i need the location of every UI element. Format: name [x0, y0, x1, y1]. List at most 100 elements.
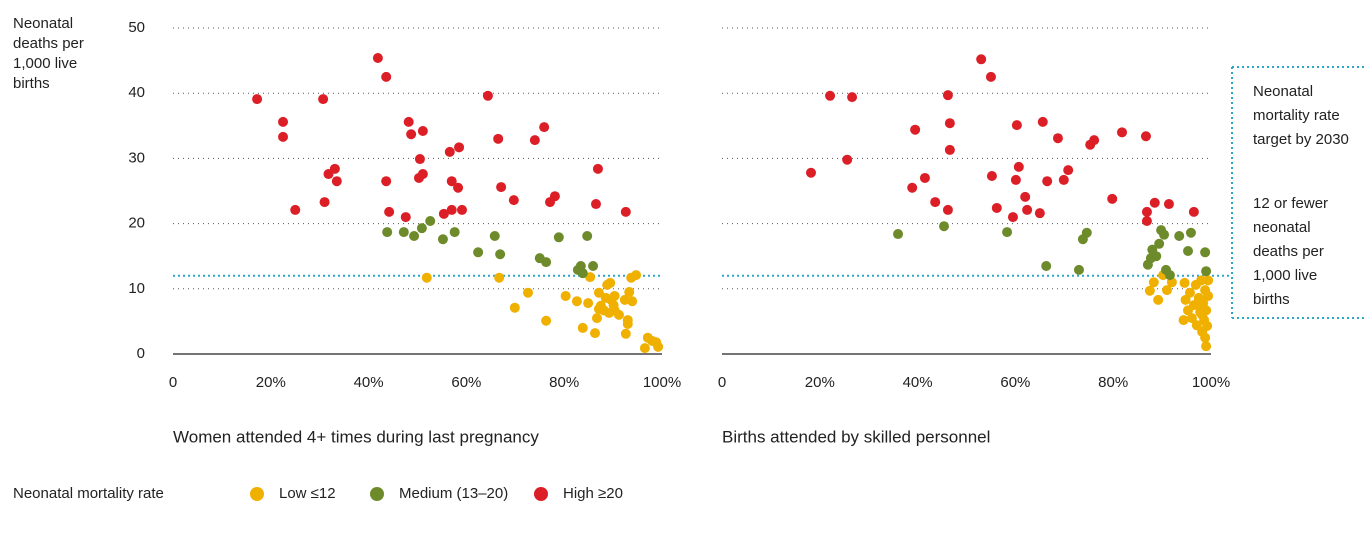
x-tick-label: 100%: [643, 374, 681, 391]
data-point: [609, 305, 620, 316]
legend-swatch: [250, 487, 264, 501]
data-point: [381, 71, 392, 82]
data-point: [539, 122, 550, 133]
y-tick-label: 50: [128, 19, 145, 36]
data-point: [541, 257, 552, 268]
data-point: [939, 221, 950, 232]
data-point: [252, 94, 263, 105]
y-tick-label: 30: [128, 149, 145, 166]
data-point: [409, 230, 420, 241]
x-tick-label: 20%: [256, 374, 286, 391]
data-point: [620, 206, 631, 217]
data-point: [523, 287, 534, 298]
data-point: [493, 133, 504, 144]
data-point: [1073, 264, 1084, 275]
data-point: [331, 176, 342, 187]
data-point: [1154, 238, 1165, 249]
data-point: [942, 90, 953, 101]
data-point: [585, 272, 596, 283]
data-point: [1200, 332, 1211, 343]
data-point: [583, 298, 594, 309]
data-point: [1178, 315, 1189, 326]
data-point: [1063, 165, 1074, 176]
legend-label: Medium (13–20): [399, 485, 508, 502]
data-point: [403, 116, 414, 127]
x-tick-label: 80%: [549, 374, 579, 391]
data-point: [986, 171, 997, 182]
data-point: [1037, 116, 1048, 127]
data-point: [290, 204, 301, 215]
data-point: [1174, 230, 1185, 241]
data-point: [400, 212, 411, 223]
data-point: [381, 176, 392, 187]
data-point: [1180, 294, 1191, 305]
data-point: [1007, 212, 1018, 223]
y-tick-label: 0: [137, 345, 145, 362]
data-point: [1192, 300, 1203, 311]
data-point: [1011, 120, 1022, 131]
x-tick-label: 80%: [1098, 374, 1128, 391]
data-point: [1151, 251, 1162, 262]
x-axis-label: Births attended by skilled personnel: [722, 427, 990, 446]
annotation: Neonatal mortality rate target by 2030: [1253, 83, 1349, 148]
data-point: [1081, 227, 1092, 238]
data-point: [1186, 313, 1197, 324]
data-point: [438, 208, 449, 219]
data-point: [591, 313, 602, 324]
data-point: [571, 296, 582, 307]
data-point: [1161, 285, 1172, 296]
data-point: [456, 204, 467, 215]
data-point: [421, 272, 432, 283]
data-point: [910, 124, 921, 135]
data-point: [605, 277, 616, 288]
data-point: [1042, 176, 1053, 187]
data-point: [496, 182, 507, 193]
data-point: [592, 163, 603, 174]
data-point: [631, 270, 642, 281]
data-point: [529, 135, 540, 146]
data-point: [976, 54, 987, 65]
data-point: [494, 272, 505, 283]
data-point: [609, 290, 620, 301]
data-point: [942, 204, 953, 215]
legend-label: Low ≤12: [279, 485, 336, 502]
data-point: [1141, 215, 1152, 226]
data-point: [639, 343, 650, 354]
data-point: [907, 182, 918, 193]
data-point: [495, 249, 506, 260]
data-point: [622, 319, 633, 330]
data-point: [278, 131, 289, 142]
x-axis-label: Women attended 4+ times during last preg…: [173, 427, 539, 446]
data-point: [1159, 229, 1170, 240]
data-point: [624, 287, 635, 298]
data-point: [1202, 320, 1213, 331]
data-point: [1010, 174, 1021, 185]
data-point: [1183, 245, 1194, 256]
x-tick-label: 40%: [354, 374, 384, 391]
data-point: [1163, 199, 1174, 210]
data-point: [1164, 270, 1175, 281]
data-point: [382, 227, 393, 238]
data-point: [1201, 266, 1212, 277]
x-tick-label: 60%: [451, 374, 481, 391]
data-point: [413, 172, 424, 183]
data-point: [1201, 341, 1212, 352]
data-point: [414, 154, 425, 165]
data-point: [384, 206, 395, 217]
data-point: [1020, 191, 1031, 202]
legend-swatch: [370, 487, 384, 501]
data-point: [509, 302, 520, 313]
data-point: [454, 142, 465, 153]
data-point: [930, 197, 941, 208]
data-point: [372, 52, 383, 63]
data-point: [1203, 290, 1214, 301]
data-point: [329, 163, 340, 174]
data-point: [893, 229, 904, 240]
data-point: [508, 195, 519, 206]
data-point: [577, 268, 588, 279]
data-point: [805, 167, 816, 178]
data-point: [453, 182, 464, 193]
x-tick-label: 60%: [1000, 374, 1030, 391]
